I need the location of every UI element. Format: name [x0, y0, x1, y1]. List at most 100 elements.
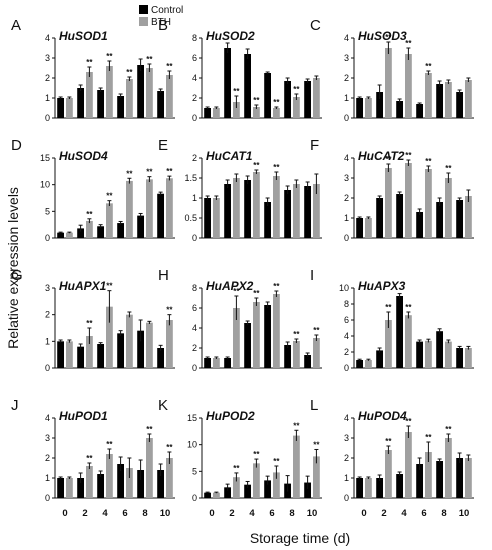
bar-control — [244, 484, 251, 498]
significance-mark: ** — [425, 62, 432, 71]
x-tick-label: 4 — [401, 508, 407, 519]
bar-control — [416, 104, 423, 118]
bar-bth — [405, 432, 412, 498]
bar-bth — [273, 294, 280, 368]
gene-label: HuPOD4 — [358, 409, 407, 423]
significance-mark: ** — [253, 96, 260, 105]
significance-mark: ** — [166, 443, 173, 452]
y-tick-label: 0 — [344, 113, 349, 123]
bar-bth — [385, 48, 392, 118]
x-tick-label: 2 — [229, 508, 234, 519]
bar-bth — [273, 176, 280, 238]
panel-letter: K — [158, 397, 168, 414]
significance-mark: ** — [233, 87, 240, 96]
bar-control — [376, 350, 383, 368]
significance-mark: ** — [293, 421, 300, 430]
bar-control — [204, 108, 211, 118]
significance-mark: ** — [166, 62, 173, 71]
bar-bth — [146, 322, 153, 368]
x-tick-label: 6 — [269, 508, 274, 519]
bar-bth — [445, 341, 452, 368]
x-tick-label: 6 — [421, 508, 426, 519]
y-tick-label: 2 — [344, 193, 349, 203]
bar-control — [416, 341, 423, 368]
y-tick-label: 0 — [192, 113, 197, 123]
significance-mark: ** — [86, 454, 93, 463]
y-tick-label: 5 — [45, 206, 50, 216]
panel-h: H HuAPX2 0 2 4 6 8 ** ** ** ** ** — [158, 267, 322, 373]
significance-mark: ** — [445, 164, 452, 173]
y-tick-label: 10 — [339, 283, 349, 293]
panel-letter: B — [158, 17, 168, 34]
bar-control — [224, 184, 231, 238]
bar-control — [436, 331, 443, 368]
x-axis-title: Storage time (d) — [250, 530, 350, 546]
y-tick-label: 3 — [344, 53, 349, 63]
significance-mark: ** — [313, 440, 320, 449]
significance-mark: ** — [126, 68, 133, 77]
panel-letter: D — [11, 137, 22, 154]
y-tick-label: 0 — [192, 233, 197, 243]
bar-bth — [253, 302, 260, 368]
bar-control — [117, 464, 124, 498]
y-tick-label: 0 — [344, 233, 349, 243]
significance-mark: ** — [166, 167, 173, 176]
bar-bth — [445, 438, 452, 498]
y-tick-label: 3 — [344, 433, 349, 443]
significance-mark: ** — [86, 210, 93, 219]
bar-bth — [293, 435, 300, 498]
significance-mark: ** — [106, 192, 113, 201]
y-tick-label: 0 — [192, 363, 197, 373]
bar-control — [117, 96, 124, 118]
bar-bth — [213, 492, 220, 498]
bar-bth — [213, 108, 220, 118]
panel-letter: E — [158, 137, 168, 154]
x-tick-label: 6 — [122, 508, 127, 519]
bar-bth — [86, 220, 93, 238]
gene-label: HuAPX3 — [358, 279, 406, 293]
gene-label: HuSOD3 — [358, 29, 407, 43]
bar-bth — [66, 341, 73, 368]
y-tick-label: 1 — [45, 336, 50, 346]
bar-control — [97, 226, 104, 238]
y-tick-label: 1.5 — [184, 173, 197, 183]
bar-bth — [126, 468, 133, 498]
panel-letter: I — [310, 267, 314, 284]
y-tick-label: 1 — [192, 193, 197, 203]
significance-mark: ** — [293, 85, 300, 94]
panel-letter: F — [310, 137, 319, 154]
y-tick-label: 2 — [344, 347, 349, 357]
bar-bth — [253, 107, 260, 118]
significance-mark: ** — [405, 417, 412, 426]
bar-bth — [445, 82, 452, 118]
bar-bth — [126, 314, 133, 368]
bar-control — [456, 200, 463, 238]
significance-mark: ** — [146, 425, 153, 434]
bar-control — [77, 346, 84, 368]
y-tick-label: 2 — [192, 93, 197, 103]
bar-bth — [86, 466, 93, 498]
significance-mark: ** — [385, 155, 392, 164]
y-tick-label: 0 — [45, 363, 50, 373]
legend-swatch-bth — [139, 17, 148, 26]
bar-control — [97, 344, 104, 368]
bar-control — [244, 180, 251, 238]
bar-bth — [425, 452, 432, 498]
bar-control — [356, 360, 363, 368]
y-tick-label: 2 — [192, 343, 197, 353]
y-tick-label: 2 — [344, 73, 349, 83]
panel-c: C HuSOD3 0 1 2 3 4 ** ** ** — [310, 17, 474, 123]
bar-control — [264, 202, 271, 238]
bar-bth — [425, 169, 432, 238]
y-tick-label: 4 — [45, 33, 50, 43]
bar-control — [304, 355, 311, 368]
bar-control — [77, 228, 84, 238]
x-tick-label: 4 — [102, 508, 108, 519]
significance-mark: ** — [253, 161, 260, 170]
significance-mark: ** — [86, 319, 93, 328]
x-tick-label: 0 — [209, 508, 214, 519]
y-tick-label: 1 — [344, 93, 349, 103]
y-tick-label: 0 — [45, 233, 50, 243]
panel-letter: C — [310, 17, 321, 34]
y-tick-label: 2 — [344, 453, 349, 463]
